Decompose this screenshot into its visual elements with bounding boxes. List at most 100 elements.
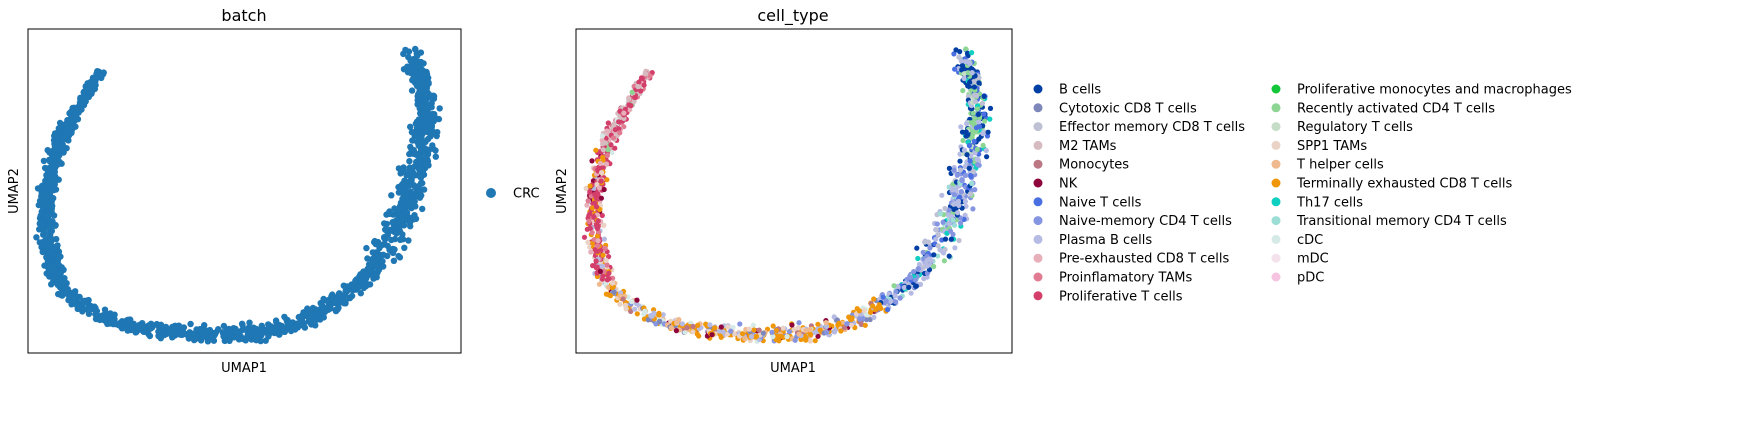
legend-marker: [1271, 234, 1281, 244]
scatter-point: [415, 142, 422, 149]
scatter-point: [140, 328, 148, 335]
scatter-point: [57, 270, 64, 277]
scatter-point: [924, 257, 930, 263]
scatter-point: [606, 270, 612, 276]
scatter-point: [36, 239, 43, 246]
scatter-point: [422, 124, 429, 131]
scatter-point: [935, 232, 941, 238]
scatter-point: [72, 109, 79, 117]
scatter-point: [257, 331, 265, 338]
scatter-point: [593, 147, 599, 153]
scatter-point: [746, 326, 752, 332]
scatter-point: [870, 303, 876, 309]
scatter-point: [370, 275, 377, 282]
scatter-point: [603, 291, 610, 297]
scatter-point: [807, 338, 813, 344]
scatter-point: [963, 133, 969, 139]
scatter-point: [641, 82, 647, 88]
scatter-point: [964, 50, 971, 57]
scatter-point: [595, 218, 601, 224]
scatter-point: [586, 218, 592, 224]
scatter-point: [949, 186, 955, 192]
scatter-point: [591, 214, 597, 220]
scatter-point: [690, 329, 696, 335]
scatter-point: [897, 295, 903, 301]
scatter-point: [169, 323, 176, 331]
scatter-point: [609, 149, 615, 156]
scatter-point: [357, 290, 364, 297]
scatter-point: [862, 322, 868, 328]
scatter-point: [972, 116, 978, 122]
scatter-point: [976, 80, 982, 86]
scatter-point: [364, 265, 372, 272]
scatter-point: [952, 222, 958, 228]
scatter-point: [969, 134, 975, 140]
scatter-point: [56, 152, 63, 159]
scatter-point: [424, 111, 431, 118]
scatter-point: [950, 217, 956, 223]
scatter-point: [157, 321, 165, 328]
scatter-point: [769, 329, 775, 335]
legend-label: SPP1 TAMs: [1297, 139, 1367, 154]
scatter-point: [412, 120, 420, 127]
scatter-point: [432, 153, 439, 160]
scatter-point: [408, 177, 415, 184]
scatter-point: [695, 322, 701, 328]
scatter-point: [966, 59, 972, 65]
scatter-point: [871, 296, 877, 302]
scatter-point: [376, 244, 383, 252]
scatter-point: [718, 324, 724, 330]
scatter-point: [293, 320, 301, 327]
scatter-point: [419, 205, 426, 213]
scatter-point: [363, 244, 370, 252]
scatter-point: [958, 189, 965, 195]
scatter-point: [955, 198, 962, 205]
scatter-point: [605, 147, 611, 153]
scatter-point: [436, 105, 443, 112]
scatter-point: [964, 152, 970, 158]
plot-frame: [27, 28, 462, 354]
scatter-point: [53, 235, 60, 243]
scatter-point: [623, 306, 629, 312]
scatter-point: [420, 138, 427, 145]
scatter-point: [340, 282, 347, 289]
scatter-point: [920, 249, 926, 255]
scatter-point: [941, 250, 947, 256]
scatter-point: [287, 327, 295, 335]
scatter-point: [48, 184, 55, 192]
scatter-point: [201, 322, 208, 329]
scatter-point: [192, 335, 199, 342]
scatter-point: [326, 301, 333, 308]
legend: B cells Cytotoxic CD8 T cells Effector mem…: [1033, 83, 1572, 304]
scatter-point: [684, 325, 690, 331]
scatter-point: [587, 189, 593, 195]
legend-label: Recently activated CD4 T cells: [1297, 101, 1495, 116]
scatter-point: [54, 257, 62, 264]
scatter-point: [594, 225, 601, 232]
scatter-point: [594, 233, 601, 239]
scatter-point: [317, 309, 324, 316]
scatter-point: [602, 245, 608, 251]
scatter-point: [975, 162, 981, 168]
legend-label: Th17 cells: [1296, 195, 1363, 210]
legend-label: B cells: [1059, 83, 1101, 98]
scatter-point: [93, 70, 101, 77]
scatter-point: [384, 242, 391, 250]
scatter-point: [414, 58, 422, 65]
scatter-point: [604, 152, 611, 159]
batch-panel: batch UMAP1 UMAP2 CRC: [7, 6, 540, 376]
scatter-point: [937, 211, 944, 217]
legend-label: Regulatory T cells: [1297, 120, 1413, 135]
scatter-point: [824, 329, 830, 335]
legend-marker: [1033, 140, 1043, 150]
scatter-point: [616, 126, 622, 132]
scatter-point: [306, 307, 313, 314]
scatter-point: [981, 93, 987, 99]
scatter-point: [795, 325, 801, 331]
scatter-point: [848, 322, 854, 328]
scatter-point: [55, 160, 62, 168]
legend-marker: [1271, 140, 1281, 150]
scatter-point: [428, 100, 435, 107]
scatter-point: [817, 327, 823, 333]
scatter-point: [960, 137, 966, 144]
